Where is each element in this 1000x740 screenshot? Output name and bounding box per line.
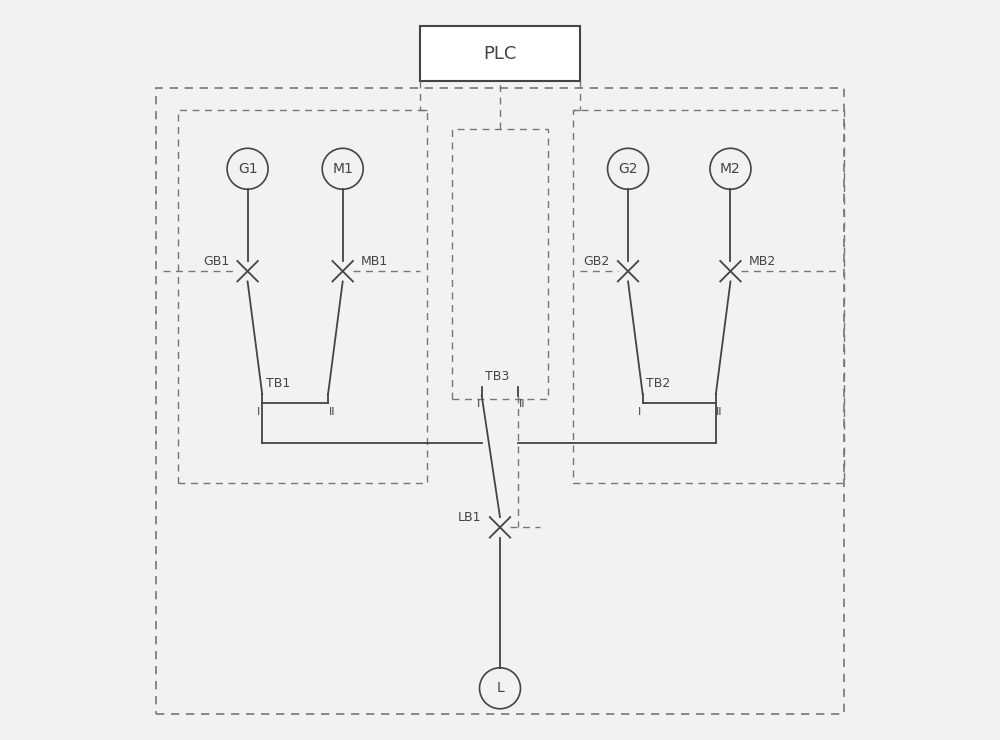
Text: G2: G2: [618, 162, 638, 176]
Text: M1: M1: [332, 162, 353, 176]
Text: PLC: PLC: [483, 44, 517, 63]
Text: L: L: [496, 682, 504, 696]
Bar: [156, 88, 844, 714]
Text: I: I: [476, 399, 480, 408]
Text: GB2: GB2: [584, 255, 610, 268]
Text: LB1: LB1: [458, 511, 482, 524]
Text: I: I: [257, 406, 260, 417]
Text: M2: M2: [720, 162, 741, 176]
Text: II: II: [328, 406, 335, 417]
Bar: [452, 129, 548, 400]
Text: TB2: TB2: [646, 377, 671, 391]
Text: II: II: [716, 406, 723, 417]
Text: TB1: TB1: [266, 377, 290, 391]
Bar: [178, 110, 427, 483]
Text: TB3: TB3: [485, 370, 510, 383]
Text: GB1: GB1: [203, 255, 229, 268]
Bar: [573, 110, 844, 483]
Bar: [420, 26, 580, 81]
Text: MB1: MB1: [361, 255, 388, 268]
Text: G1: G1: [238, 162, 257, 176]
Text: MB2: MB2: [749, 255, 776, 268]
Text: I: I: [637, 406, 641, 417]
Text: II: II: [519, 399, 525, 408]
